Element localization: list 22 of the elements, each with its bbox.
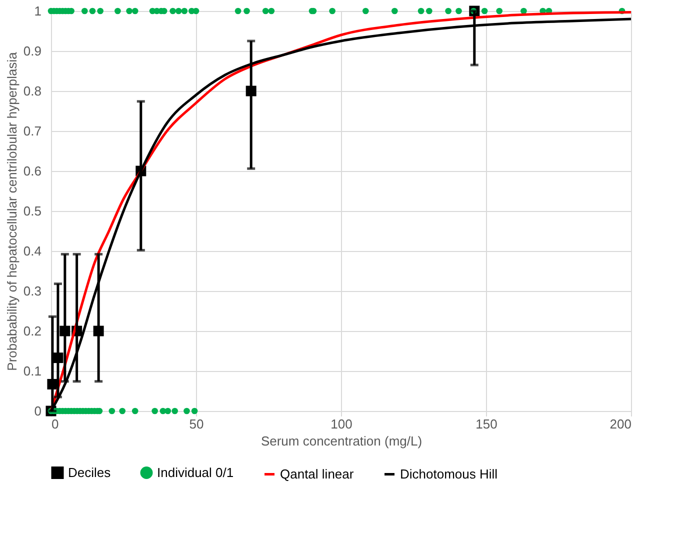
x-tick-label: 0	[52, 416, 59, 432]
x-tick-label: 100	[330, 416, 352, 432]
x-tick-label: 150	[476, 416, 498, 432]
y-tick-label: 0.8	[23, 84, 42, 98]
y-axis-title: Probabability of hepatocellular centrilobular hyperplasia	[4, 51, 20, 371]
x-axis-title: Serum concentration (mg/L)	[260, 434, 422, 448]
y-tick-label: 1	[34, 4, 42, 18]
x-tick-label: 200	[610, 416, 632, 432]
y-tick-label: 0	[34, 404, 42, 418]
y-tick-label: 0.9	[23, 44, 42, 58]
y-tick-label: 0.6	[23, 164, 42, 178]
legend-label: Qantal linear	[280, 466, 354, 482]
y-tick-label: 0.1	[23, 364, 42, 378]
y-tick-label: 0.5	[23, 204, 42, 218]
y-tick-label: 0.7	[23, 124, 42, 138]
y-tick-label: 0.3	[23, 284, 42, 298]
x-tick-label: 50	[189, 416, 204, 432]
legend-label: Deciles	[68, 464, 112, 480]
legend-label: Dichotomous Hill	[400, 466, 498, 482]
y-tick-label: 0.2	[23, 324, 42, 338]
y-tick-label: 0.4	[23, 244, 42, 258]
legend-label: Individual 0/1	[157, 464, 234, 480]
